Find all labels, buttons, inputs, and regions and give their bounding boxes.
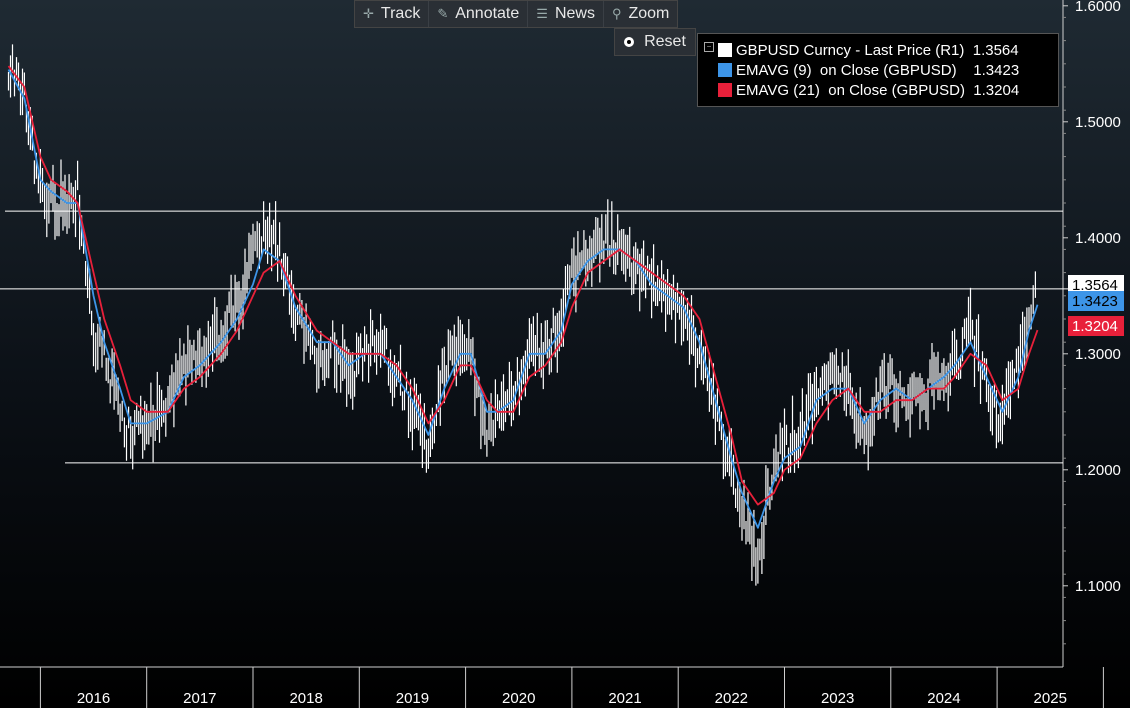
x-tick-label: 2025 [1034,690,1067,707]
pencil-icon: ✎ [437,6,449,21]
y-tick-label: 1.1000 [1075,578,1121,595]
legend-label-ema21: EMAVG (21) on Close (GBPUSD) [736,81,965,99]
track-button[interactable]: ✛ Track [355,1,430,27]
legend-swatch-ema21 [718,83,732,97]
legend: − GBPUSD Curncy - Last Price (R1) 1.3564… [697,33,1059,107]
legend-swatch-ema9 [718,63,732,77]
x-tick-label: 2018 [289,690,322,707]
ema21-tag: 1.3204 [1068,316,1124,336]
news-icon: ☰ [536,6,548,21]
x-tick-label: 2024 [927,690,960,707]
collapse-legend-icon[interactable]: − [704,42,714,52]
x-tick-label: 2019 [396,690,429,707]
legend-swatch-price [718,43,732,57]
y-tick-label: 1.4000 [1075,230,1121,247]
legend-row-ema9: EMAVG (9) on Close (GBPUSD) 1.3423 [718,60,1019,80]
x-tick-label: 2016 [77,690,110,707]
annotate-button[interactable]: ✎ Annotate [429,1,529,27]
legend-value-price: 1.3564 [972,41,1019,59]
legend-value-ema21: 1.3204 [973,81,1020,99]
reset-label: Reset [644,33,686,50]
ema21-line [7,65,1039,506]
price-bars [7,44,1036,586]
track-label: Track [380,5,421,22]
annotate-label: Annotate [455,5,520,22]
radio-icon [624,37,635,47]
x-tick-label: 2022 [715,690,748,707]
legend-row-ema21: EMAVG (21) on Close (GBPUSD) 1.3204 [718,80,1019,100]
x-tick-label: 2017 [183,690,216,707]
legend-label-ema9: EMAVG (9) on Close (GBPUSD) [736,61,957,79]
y-tick-label: 1.3000 [1075,346,1121,363]
zoom-button[interactable]: ⚲ Zoom [604,1,677,27]
y-tick-label: 1.5000 [1075,114,1121,131]
ema9-line [7,69,1039,529]
crosshair-icon: ✛ [363,6,374,21]
x-tick-label: 2020 [502,690,535,707]
x-tick-label: 2021 [608,690,641,707]
news-label: News [554,5,595,22]
news-button[interactable]: ☰ News [528,1,604,27]
chart-toolbar: ✛ Track ✎ Annotate ☰ News ⚲ Zoom [354,0,679,28]
reset-button[interactable]: Reset [614,28,696,56]
ema9-tag: 1.3423 [1068,291,1124,311]
legend-label-price: GBPUSD Curncy - Last Price (R1) [736,41,965,59]
x-tick-label: 2023 [821,690,854,707]
last-price-tag: 1.3564 [1068,275,1124,295]
y-tick-label: 1.6000 [1075,0,1121,15]
magnifier-icon: ⚲ [611,6,622,21]
zoom-label: Zoom [628,5,670,22]
legend-row-price: GBPUSD Curncy - Last Price (R1) 1.3564 [718,40,1019,60]
legend-value-ema9: 1.3423 [973,61,1020,79]
y-tick-label: 1.2000 [1075,462,1121,479]
